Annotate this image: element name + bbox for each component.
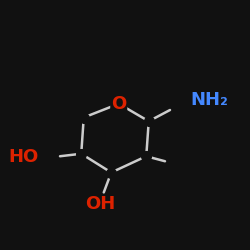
Text: OH: OH	[85, 195, 115, 213]
Text: NH₂: NH₂	[190, 91, 228, 109]
Text: HO: HO	[8, 148, 39, 166]
Text: F: F	[180, 154, 192, 172]
Text: O: O	[111, 95, 126, 113]
